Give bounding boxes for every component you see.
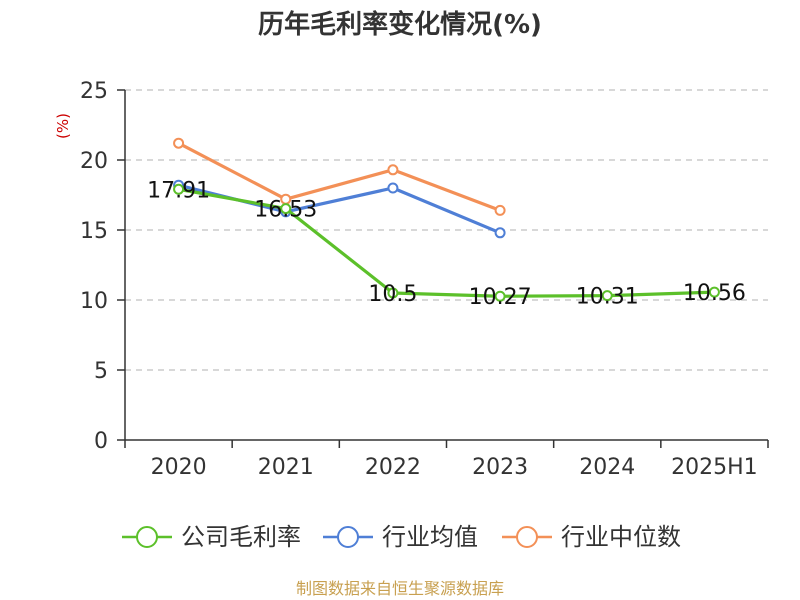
series-line (177, 141, 501, 212)
data-point (387, 164, 399, 176)
x-tick-label: 2023 (472, 455, 528, 480)
y-tick-label: 10 (80, 289, 108, 314)
x-tick-label: 2022 (365, 455, 421, 480)
x-tick-label: 2021 (258, 455, 314, 480)
y-tick-labels: 0 5 10 15 20 25 (80, 79, 108, 454)
y-tick-label: 5 (94, 359, 108, 384)
y-tick-label: 25 (80, 79, 108, 104)
data-point (601, 290, 613, 302)
data-point (173, 183, 185, 195)
series-lines (173, 137, 720, 302)
data-labels: 17.91 16.53 10.5 10.27 10.31 10.56 (147, 178, 746, 310)
legend-label: 行业中位数 (561, 523, 681, 551)
x-tick-label: 2020 (151, 455, 207, 480)
data-point (387, 182, 399, 194)
data-point (494, 227, 506, 239)
data-label: 17.91 (147, 178, 210, 203)
data-point (387, 287, 399, 299)
data-point (494, 204, 506, 216)
legend-marker (516, 526, 538, 548)
data-label: 16.53 (254, 198, 317, 223)
y-tick-label: 15 (80, 219, 108, 244)
data-point (280, 203, 292, 215)
data-label: 10.27 (469, 285, 532, 310)
data-point (173, 137, 185, 149)
chart-title: 历年毛利率变化情况(%) (258, 9, 542, 40)
data-point (708, 286, 720, 298)
data-label: 10.56 (683, 281, 746, 306)
y-tick-label: 0 (94, 429, 108, 454)
y-tick-label: 20 (80, 149, 108, 174)
legend-marker (136, 526, 158, 548)
legend-marker (337, 526, 359, 548)
grid-lines (125, 89, 768, 371)
x-tick-labels: 2020 2021 2022 2023 2024 2025H1 (151, 455, 758, 480)
data-label: 10.31 (576, 285, 639, 310)
axes (117, 89, 769, 448)
series-line (178, 187, 715, 298)
data-point (494, 290, 506, 302)
legend: 公司毛利率 行业均值 行业中位数 (122, 523, 681, 551)
y-axis-label: (%) (54, 113, 72, 139)
legend-label: 行业均值 (382, 523, 478, 551)
x-tick-label: 2025H1 (671, 455, 758, 480)
x-tick-label: 2024 (579, 455, 635, 480)
data-label: 10.5 (368, 282, 417, 307)
legend-label: 公司毛利率 (181, 523, 301, 551)
source-note: 制图数据来自恒生聚源数据库 (296, 579, 504, 598)
